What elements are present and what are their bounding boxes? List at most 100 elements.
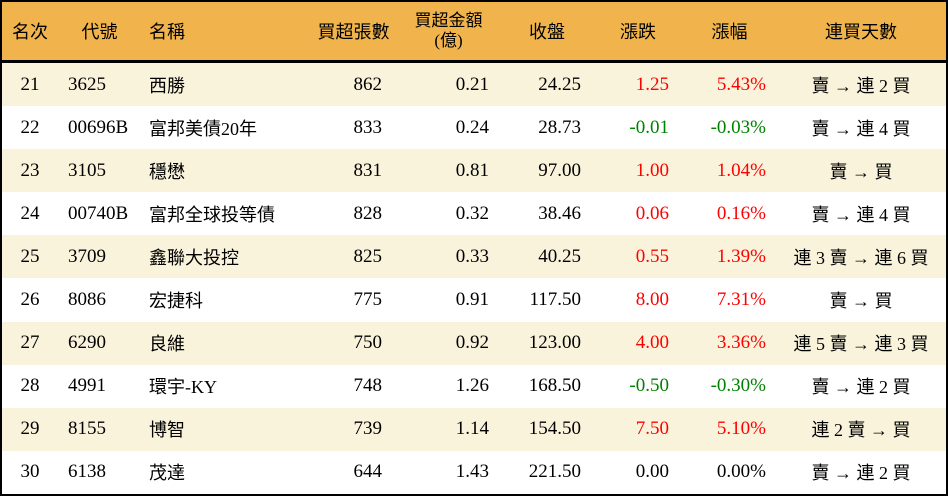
row-change-pct: 5.43%: [683, 61, 776, 107]
row-volume: 739: [311, 407, 396, 451]
row-name: 富邦美債20年: [141, 106, 311, 150]
row-volume: 862: [311, 61, 396, 107]
row-name: 穩懋: [141, 149, 311, 193]
row-code: 8155: [58, 407, 141, 451]
header-close: 收盤: [501, 1, 593, 63]
row-change: 0.00: [593, 450, 683, 495]
row-rank: 24: [1, 192, 58, 236]
row-change-pct: -0.30%: [683, 364, 776, 408]
row-close: 117.50: [501, 278, 593, 322]
row-change-pct: 1.39%: [683, 235, 776, 279]
row-amount: 1.43: [396, 450, 501, 495]
table-header: 名次 代號 名稱 買超張數 買超金額 (億) 收盤 漲跌 漲幅 連買天數: [1, 1, 947, 63]
row-amount: 0.32: [396, 192, 501, 236]
row-streak: 賣 → 連 4 買: [776, 106, 947, 150]
row-change-pct: 1.04%: [683, 149, 776, 193]
row-close: 28.73: [501, 106, 593, 150]
row-change-pct: 0.16%: [683, 192, 776, 236]
row-streak: 賣 → 連 2 買: [776, 61, 947, 107]
header-streak: 連買天數: [776, 1, 947, 63]
row-volume: 644: [311, 450, 396, 495]
row-close: 154.50: [501, 407, 593, 451]
row-close: 168.50: [501, 364, 593, 408]
header-row: 名次 代號 名稱 買超張數 買超金額 (億) 收盤 漲跌 漲幅 連買天數: [1, 1, 947, 63]
row-streak: 賣 → 買: [776, 278, 947, 322]
row-rank: 29: [1, 407, 58, 451]
row-name: 茂達: [141, 450, 311, 495]
row-name: 宏捷科: [141, 278, 311, 322]
row-amount: 0.21: [396, 61, 501, 107]
row-name: 鑫聯大投控: [141, 235, 311, 279]
row-streak: 賣 → 連 2 買: [776, 450, 947, 495]
row-volume: 825: [311, 235, 396, 279]
table-body: 21 3625 西勝 862 0.21 24.25 1.25 5.43% 賣 → 連 2 買 22…: [1, 61, 947, 495]
header-amount-line1: 買超金額: [414, 11, 483, 31]
row-volume: 775: [311, 278, 396, 322]
row-code: 8086: [58, 278, 141, 322]
table-row: 23 3105 穩懋 831 0.81 97.00 1.00 1.04% 賣 → 買: [1, 149, 947, 193]
row-code: 6138: [58, 450, 141, 495]
header-code: 代號: [58, 1, 141, 63]
row-amount: 0.33: [396, 235, 501, 279]
header-amount-line2: (億): [434, 31, 463, 50]
row-volume: 750: [311, 321, 396, 365]
row-change: 4.00: [593, 321, 683, 365]
row-amount: 1.14: [396, 407, 501, 451]
row-volume: 831: [311, 149, 396, 193]
row-close: 221.50: [501, 450, 593, 495]
row-streak: 連 3 賣 → 連 6 買: [776, 235, 947, 279]
row-rank: 21: [1, 61, 58, 107]
table-row: 21 3625 西勝 862 0.21 24.25 1.25 5.43% 賣 → 連 2 買: [1, 61, 947, 107]
row-streak: 賣 → 買: [776, 149, 947, 193]
header-amount: 買超金額 (億): [396, 1, 501, 63]
row-code: 00740B: [58, 192, 141, 236]
row-streak: 賣 → 連 2 買: [776, 364, 947, 408]
row-rank: 26: [1, 278, 58, 322]
row-code: 3105: [58, 149, 141, 193]
row-amount: 0.24: [396, 106, 501, 150]
header-change-pct: 漲幅: [683, 1, 776, 63]
row-change: 0.06: [593, 192, 683, 236]
header-change: 漲跌: [593, 1, 683, 63]
row-change-pct: 3.36%: [683, 321, 776, 365]
row-code: 4991: [58, 364, 141, 408]
row-code: 00696B: [58, 106, 141, 150]
row-change: -0.01: [593, 106, 683, 150]
row-change-pct: 0.00%: [683, 450, 776, 495]
row-change-pct: 5.10%: [683, 407, 776, 451]
row-rank: 25: [1, 235, 58, 279]
row-close: 40.25: [501, 235, 593, 279]
table-row: 24 00740B 富邦全球投等債 828 0.32 38.46 0.06 0.16% 賣 → …: [1, 192, 947, 236]
row-amount: 1.26: [396, 364, 501, 408]
row-name: 博智: [141, 407, 311, 451]
row-amount: 0.91: [396, 278, 501, 322]
row-code: 6290: [58, 321, 141, 365]
table-row: 25 3709 鑫聯大投控 825 0.33 40.25 0.55 1.39% 連 3 賣 → …: [1, 235, 947, 279]
header-rank: 名次: [1, 1, 58, 63]
row-close: 24.25: [501, 61, 593, 107]
table-row: 30 6138 茂達 644 1.43 221.50 0.00 0.00% 賣 → 連 2 買: [1, 450, 947, 495]
row-name: 西勝: [141, 61, 311, 107]
row-code: 3625: [58, 61, 141, 107]
table-row: 26 8086 宏捷科 775 0.91 117.50 8.00 7.31% 賣 → 買: [1, 278, 947, 322]
row-streak: 連 2 賣 → 買: [776, 407, 947, 451]
row-rank: 22: [1, 106, 58, 150]
header-volume: 買超張數: [311, 1, 396, 63]
row-rank: 30: [1, 450, 58, 495]
row-amount: 0.92: [396, 321, 501, 365]
row-close: 123.00: [501, 321, 593, 365]
row-volume: 828: [311, 192, 396, 236]
row-streak: 連 5 賣 → 連 3 買: [776, 321, 947, 365]
row-change-pct: 7.31%: [683, 278, 776, 322]
row-change-pct: -0.03%: [683, 106, 776, 150]
row-close: 97.00: [501, 149, 593, 193]
table-row: 22 00696B 富邦美債20年 833 0.24 28.73 -0.01 -0.03% 賣 …: [1, 106, 947, 150]
row-name: 富邦全球投等債: [141, 192, 311, 236]
row-name: 環宇-KY: [141, 364, 311, 408]
row-close: 38.46: [501, 192, 593, 236]
row-change: 0.55: [593, 235, 683, 279]
table-row: 27 6290 良維 750 0.92 123.00 4.00 3.36% 連 5 賣 → 連 …: [1, 321, 947, 365]
row-name: 良維: [141, 321, 311, 365]
row-change: 8.00: [593, 278, 683, 322]
